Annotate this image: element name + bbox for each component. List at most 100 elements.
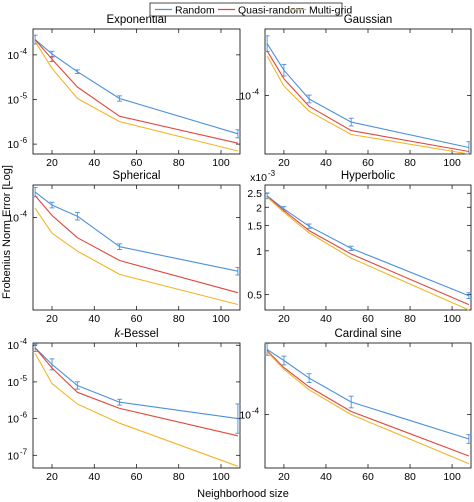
y-tick-exponent: -4 [20,337,28,346]
x-tick-label: 100 [443,157,461,169]
series-line [266,50,469,153]
series-multi-grid [266,196,470,311]
y-tick-exponent: -4 [252,88,260,97]
figure-y-axis-label: Frobenius Norm Error [Log] [1,165,13,299]
y-tick-exponent: -6 [20,411,28,420]
panel-spherical: Spherical 20 40 60 80 100 10 -4 [7,170,241,325]
series-multi-grid [266,55,469,155]
x-tick-label: 40 [320,313,332,325]
x-tick-label: 100 [212,157,230,169]
x-tick-label: 80 [404,157,416,169]
panel-title: Exponential [106,14,166,26]
x-tick-label: 100 [443,471,461,483]
legend-label-random: Random [175,5,215,17]
series-line [34,41,239,152]
series-random [32,186,241,276]
legend-label-quasi-random: Quasi-random [238,5,305,17]
series-line [34,347,239,437]
y-axis-multiplier-exponent: -3 [268,169,276,178]
series-quasi-random [34,347,239,437]
y-tick-exponent: -6 [20,136,28,145]
y-tick-label: 10 [7,50,19,62]
x-tick-label: 80 [404,471,416,483]
y-tick-label: 10 [7,212,19,224]
x-tick-label: 60 [362,471,374,483]
x-tick-label: 40 [320,471,332,483]
y-tick-label: 1.5 [247,220,262,232]
series-quasi-random [34,39,239,144]
x-tick-label: 40 [88,313,100,325]
x-tick-label: 20 [46,471,58,483]
series-line [266,350,470,457]
panel-hyperbolic: Hyperbolic 20 40 60 80 100 0.5 1 1.5 2 2.5 x10 -3 [247,169,472,325]
x-tick-label: 20 [46,157,58,169]
y-tick-label: 1 [256,246,262,258]
series-quasi-random [266,350,470,457]
x-tick-label: 60 [131,471,143,483]
panel-title: k-Bessel [114,328,158,340]
y-tick-exponent: -5 [20,374,28,383]
panel-title: Cardinal sine [334,328,401,340]
series-line [34,195,239,294]
figure-x-axis-label: Neighborhood size [197,488,289,500]
panel-gaussian: Gaussian 20 40 60 80 100 10 -4 [239,14,472,169]
x-tick-label: 20 [278,157,290,169]
y-axis-multiplier: x10 [250,172,267,184]
series-quasi-random [266,50,469,153]
series-line [266,196,470,306]
y-tick-label: 10 [7,377,19,389]
series-line [266,196,470,311]
x-tick-label: 100 [212,471,230,483]
y-tick-label: 10 [239,410,251,422]
y-tick-label: 10 [239,91,251,103]
panel-title: Gaussian [344,14,393,26]
y-tick-exponent: -4 [20,47,28,56]
x-tick-label: 40 [88,157,100,169]
x-tick-label: 60 [362,157,374,169]
y-tick-label: 10 [7,94,19,106]
series-quasi-random [34,195,239,294]
series-line [34,353,239,467]
plot-frame [264,342,472,469]
series-random [264,343,472,444]
series-multi-grid [34,41,239,152]
x-tick-label: 80 [404,313,416,325]
x-tick-label: 80 [173,157,185,169]
x-tick-label: 100 [212,313,230,325]
y-tick-label: 2 [256,202,262,214]
y-tick-exponent: -4 [252,407,260,416]
series-random [32,343,241,434]
plot-frame [32,184,241,311]
x-tick-label: 60 [131,157,143,169]
plot-frame [264,184,472,311]
x-tick-label: 20 [278,313,290,325]
series-line [34,207,239,306]
series-multi-grid [34,353,239,467]
legend-frame [149,2,343,17]
panel-cardinal-sine: Cardinal sine 20 40 60 80 100 10 -4 [239,328,472,483]
plot-frame [32,28,241,155]
x-tick-label: 60 [131,313,143,325]
x-tick-label: 20 [46,313,58,325]
x-tick-label: 20 [278,471,290,483]
x-tick-label: 40 [320,157,332,169]
y-tick-exponent: -4 [20,209,28,218]
x-tick-label: 80 [173,313,185,325]
y-tick-label: 10 [7,340,19,352]
y-tick-exponent: -7 [20,447,28,456]
series-line [266,55,469,155]
y-tick-label: 0.5 [247,289,262,301]
x-tick-label: 80 [173,471,185,483]
series-line [34,39,239,144]
y-tick-exponent: -5 [20,91,28,100]
plot-frame [32,342,241,469]
y-tick-label: 10 [7,414,19,426]
series-multi-grid [34,207,239,306]
legend: Random Quasi-random Multi-grid [149,2,352,17]
series-multi-grid [266,351,470,465]
x-tick-label: 60 [362,313,374,325]
